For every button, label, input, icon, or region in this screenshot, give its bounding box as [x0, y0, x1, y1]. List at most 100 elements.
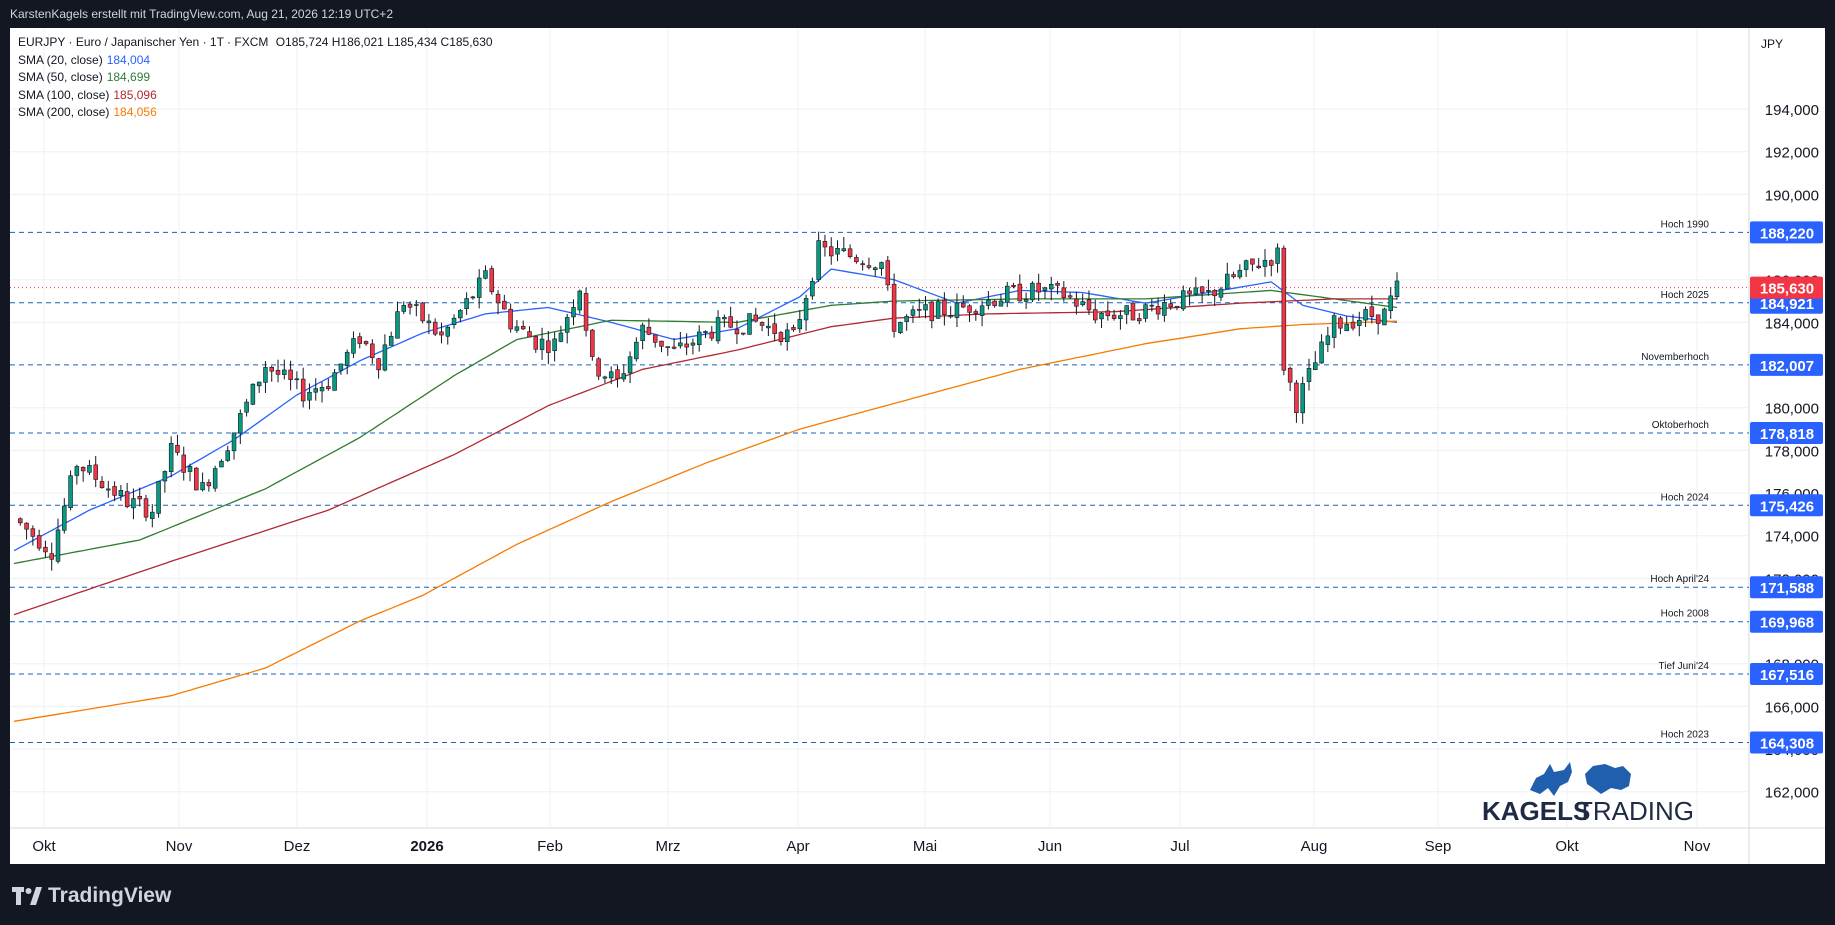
- candle[interactable]: [1074, 291, 1079, 315]
- candle[interactable]: [1237, 264, 1243, 280]
- candle[interactable]: [1243, 259, 1249, 277]
- candle[interactable]: [1212, 289, 1217, 306]
- candle[interactable]: [1017, 274, 1023, 302]
- candle[interactable]: [1036, 273, 1041, 302]
- candle[interactable]: [24, 522, 29, 540]
- candle[interactable]: [1350, 314, 1356, 331]
- candle[interactable]: [439, 322, 444, 344]
- candle[interactable]: [445, 325, 451, 345]
- candle[interactable]: [62, 498, 67, 534]
- candle[interactable]: [722, 314, 727, 328]
- sma-line[interactable]: [13, 320, 1398, 722]
- candle[interactable]: [1093, 299, 1098, 324]
- candle[interactable]: [1262, 249, 1268, 277]
- candle[interactable]: [590, 329, 595, 361]
- candle[interactable]: [55, 518, 61, 564]
- candle[interactable]: [470, 295, 476, 300]
- candle[interactable]: [520, 320, 526, 331]
- candle[interactable]: [244, 398, 249, 417]
- candle[interactable]: [898, 321, 903, 335]
- candle[interactable]: [49, 542, 54, 571]
- candle[interactable]: [828, 237, 834, 265]
- candle[interactable]: [539, 327, 545, 360]
- candle[interactable]: [810, 277, 815, 300]
- candle[interactable]: [18, 517, 23, 526]
- candle[interactable]: [495, 290, 501, 315]
- candle[interactable]: [797, 310, 803, 333]
- candle[interactable]: [1275, 243, 1280, 273]
- candle[interactable]: [1111, 309, 1117, 321]
- candle[interactable]: [175, 434, 180, 456]
- candle[interactable]: [759, 321, 765, 332]
- candle[interactable]: [1306, 358, 1312, 391]
- candle[interactable]: [1369, 295, 1375, 324]
- candle[interactable]: [684, 333, 689, 356]
- candle[interactable]: [464, 292, 469, 315]
- candle[interactable]: [803, 294, 809, 331]
- candle[interactable]: [200, 472, 205, 492]
- candle[interactable]: [1382, 307, 1387, 326]
- candle[interactable]: [659, 340, 664, 353]
- candle[interactable]: [1206, 279, 1211, 296]
- candle[interactable]: [1011, 282, 1016, 289]
- candle[interactable]: [1055, 281, 1060, 295]
- candle[interactable]: [382, 334, 388, 372]
- candle[interactable]: [640, 322, 645, 350]
- candle[interactable]: [841, 236, 847, 253]
- candle[interactable]: [935, 298, 941, 319]
- candle[interactable]: [910, 305, 916, 324]
- candle[interactable]: [747, 313, 752, 335]
- candle[interactable]: [395, 301, 400, 339]
- candle[interactable]: [219, 459, 224, 468]
- candle[interactable]: [772, 313, 777, 342]
- candle[interactable]: [652, 334, 658, 348]
- candle[interactable]: [634, 337, 639, 362]
- candle[interactable]: [979, 300, 985, 327]
- candle[interactable]: [709, 326, 715, 341]
- candle[interactable]: [1004, 281, 1010, 308]
- candle[interactable]: [1162, 294, 1167, 322]
- candle[interactable]: [282, 359, 287, 380]
- candle[interactable]: [30, 525, 36, 546]
- candle[interactable]: [194, 467, 199, 491]
- candle[interactable]: [313, 378, 318, 401]
- candle[interactable]: [696, 325, 702, 352]
- candle[interactable]: [546, 330, 551, 365]
- candle[interactable]: [778, 331, 784, 346]
- candle[interactable]: [571, 299, 576, 326]
- candle[interactable]: [150, 504, 155, 528]
- candle[interactable]: [929, 300, 935, 329]
- candle[interactable]: [948, 306, 953, 319]
- candle[interactable]: [715, 310, 721, 344]
- sma-legend-row[interactable]: SMA (100, close) 185,096: [18, 87, 157, 102]
- candle[interactable]: [872, 266, 878, 277]
- candle[interactable]: [960, 295, 966, 309]
- candle[interactable]: [1143, 303, 1148, 323]
- candle[interactable]: [854, 254, 859, 264]
- candle[interactable]: [1067, 292, 1073, 300]
- candle[interactable]: [816, 231, 821, 282]
- candle[interactable]: [1294, 379, 1299, 423]
- candle[interactable]: [1388, 287, 1393, 319]
- candle[interactable]: [93, 455, 98, 488]
- candle[interactable]: [583, 287, 589, 337]
- candle[interactable]: [1181, 285, 1186, 311]
- candle[interactable]: [231, 432, 237, 460]
- candle[interactable]: [206, 479, 212, 492]
- candle[interactable]: [1250, 258, 1255, 272]
- candle[interactable]: [891, 273, 897, 338]
- candle[interactable]: [558, 325, 564, 343]
- candle[interactable]: [288, 360, 293, 391]
- candle[interactable]: [998, 293, 1004, 307]
- candle[interactable]: [1124, 305, 1129, 325]
- candle[interactable]: [162, 470, 168, 493]
- candle[interactable]: [835, 240, 840, 262]
- candle[interactable]: [791, 324, 796, 332]
- candle[interactable]: [1319, 334, 1324, 364]
- candle[interactable]: [332, 368, 337, 391]
- candle[interactable]: [99, 476, 105, 489]
- candle[interactable]: [728, 306, 733, 329]
- candle[interactable]: [847, 244, 853, 259]
- candle[interactable]: [1331, 312, 1337, 349]
